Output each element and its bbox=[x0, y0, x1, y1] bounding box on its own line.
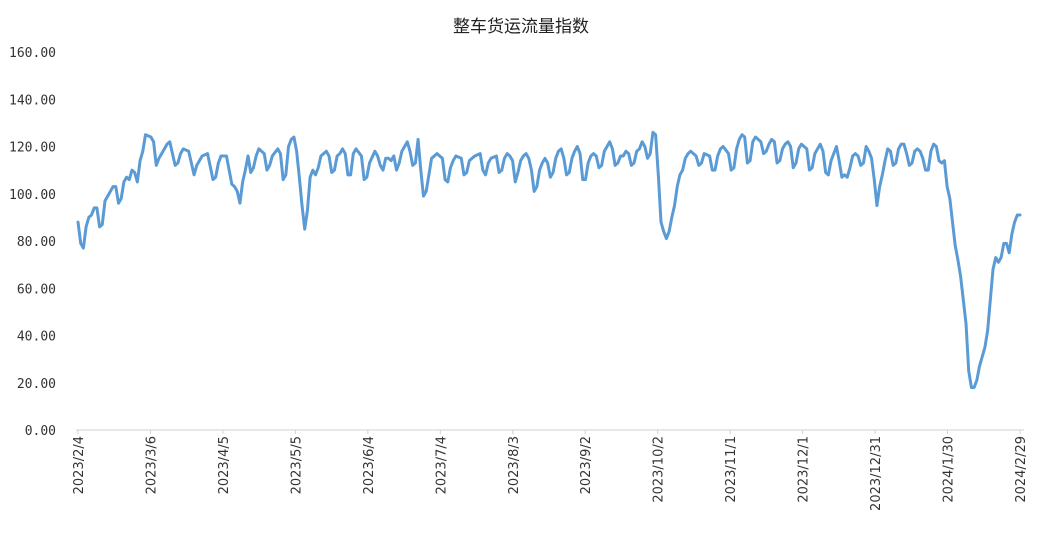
y-tick-label: 100.00 bbox=[9, 188, 56, 203]
y-tick-label: 160.00 bbox=[9, 46, 56, 61]
x-tick-label: 2023/9/2 bbox=[579, 436, 594, 494]
x-tick-label: 2024/1/30 bbox=[942, 436, 957, 503]
x-tick-label: 2023/11/1 bbox=[724, 436, 739, 503]
y-tick-label: 40.00 bbox=[17, 330, 56, 345]
y-tick-label: 0.00 bbox=[25, 424, 56, 439]
x-tick-label: 2023/7/4 bbox=[434, 436, 449, 494]
y-tick-label: 140.00 bbox=[9, 93, 56, 108]
x-tick-label: 2023/6/4 bbox=[362, 436, 377, 494]
y-tick-label: 80.00 bbox=[17, 235, 56, 250]
x-tick-label: 2023/3/6 bbox=[144, 436, 159, 494]
series-line bbox=[76, 130, 1022, 389]
x-tick-label: 2023/4/5 bbox=[217, 436, 232, 494]
x-tick-label: 2024/2/29 bbox=[1014, 436, 1029, 503]
x-tick-label: 2023/5/5 bbox=[289, 436, 304, 494]
x-tick-label: 2023/2/4 bbox=[72, 436, 87, 494]
y-tick-label: 60.00 bbox=[17, 282, 56, 297]
x-tick-label: 2023/10/2 bbox=[652, 436, 667, 503]
x-tick-label: 2023/12/31 bbox=[869, 436, 884, 511]
y-tick-label: 120.00 bbox=[9, 141, 56, 156]
x-tick-label: 2023/12/1 bbox=[797, 436, 812, 503]
x-axis-ticks: 2023/2/4 2023/3/6 2023/4/5 2023/5/5 2023/6/4… bbox=[72, 430, 1029, 511]
y-tick-label: 20.00 bbox=[17, 377, 56, 392]
x-tick-label: 2023/8/3 bbox=[507, 436, 522, 494]
y-axis-ticks: 0.00 20.00 40.00 60.00 80.00 100.00 120.00 140.… bbox=[9, 46, 56, 439]
chart-title: 整车货运流量指数 bbox=[453, 17, 589, 37]
